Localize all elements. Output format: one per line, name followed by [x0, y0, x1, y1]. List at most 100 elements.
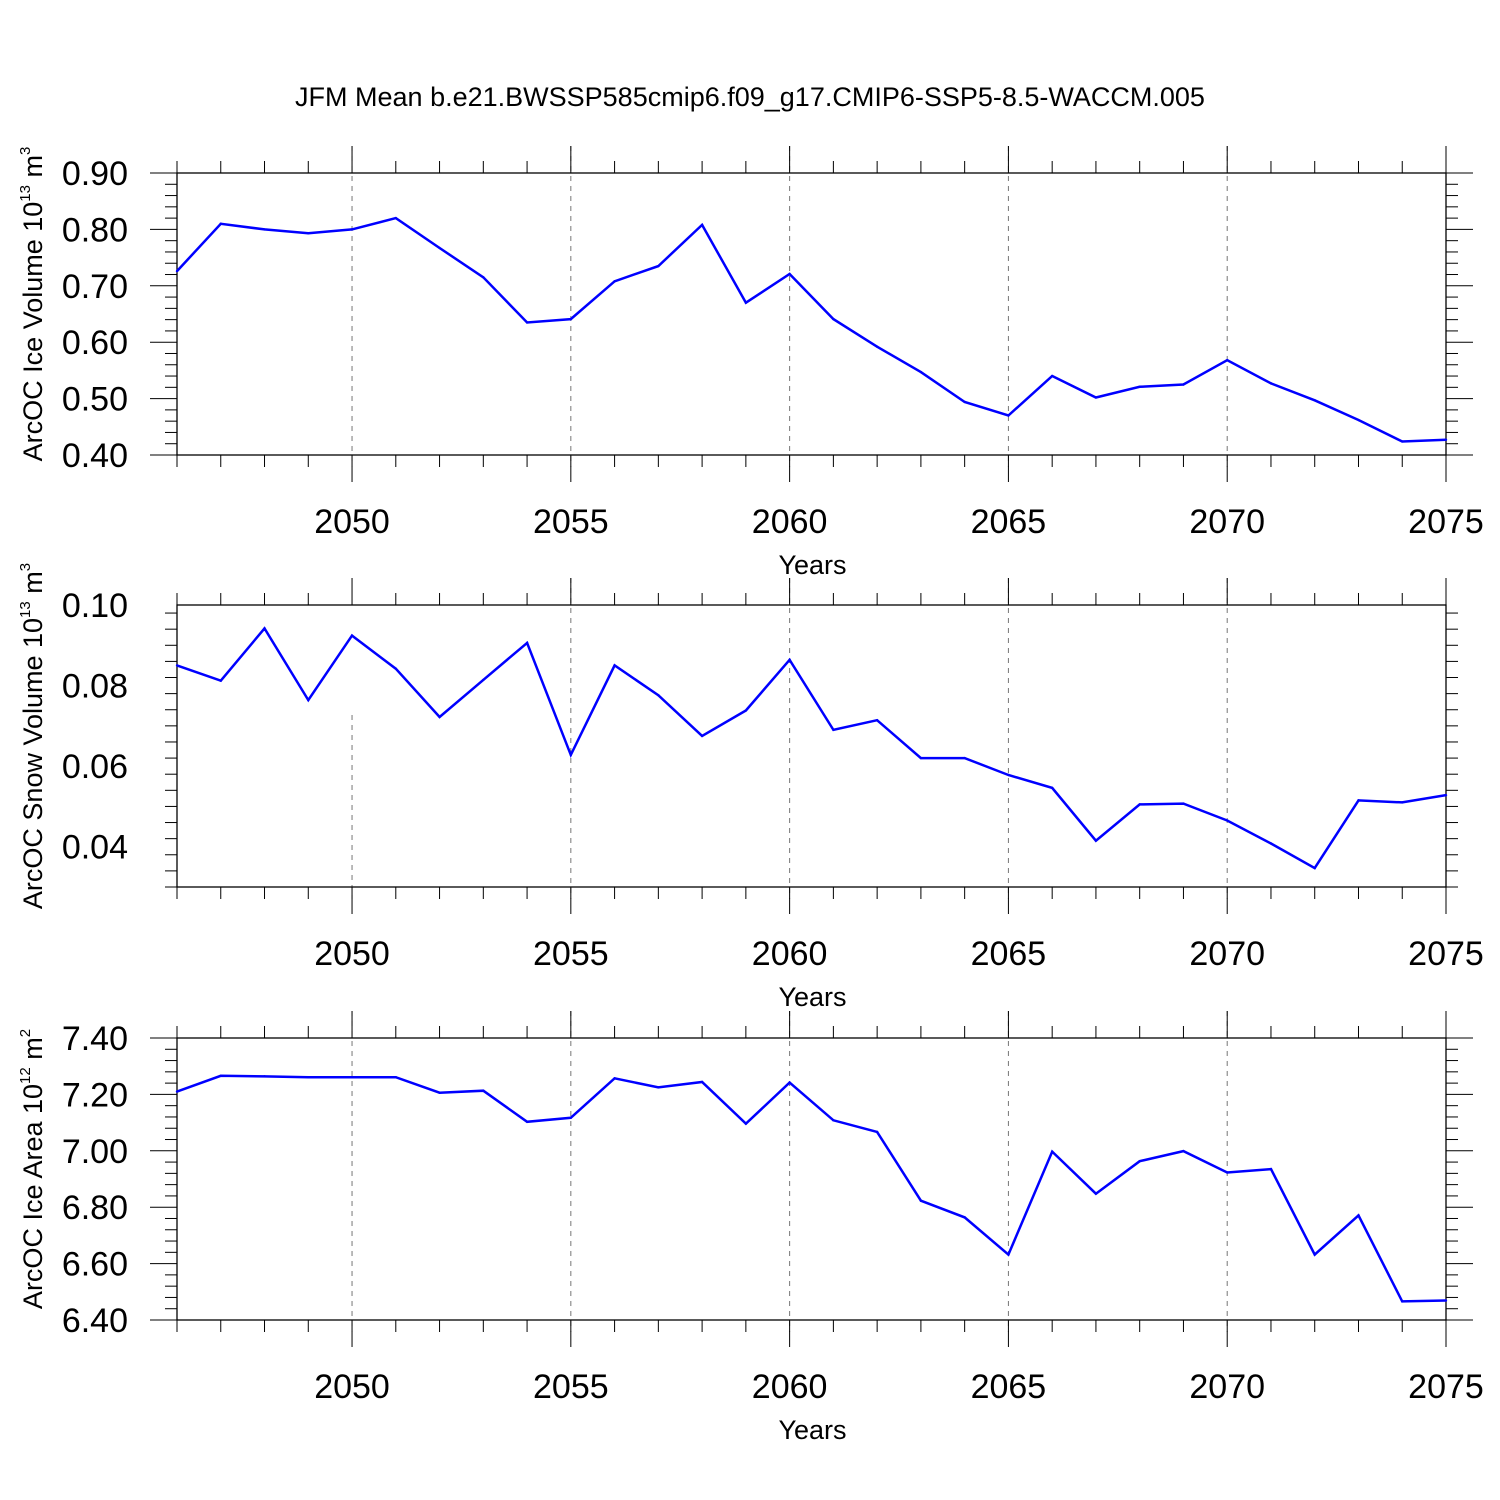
series-line: [176, 1074, 1447, 1303]
data-point: [788, 272, 791, 276]
y-axis-label: ArcOC Snow Volume 1013 m3: [17, 563, 48, 909]
data-point: [875, 719, 879, 722]
data-point: [525, 1120, 529, 1123]
data-point: [350, 228, 354, 231]
data-point: [832, 728, 835, 732]
data-point: [569, 1116, 573, 1120]
y-axis-label: ArcOC Ice Volume 1013 m3: [17, 147, 48, 462]
y-tick-label: 7.00: [62, 1133, 128, 1171]
x-tick-label: 2065: [971, 935, 1047, 973]
series-line: [176, 216, 1447, 443]
x-tick-label: 2065: [971, 503, 1047, 541]
tick-marks: [165, 578, 1458, 914]
data-point: [438, 715, 441, 719]
plot-frame: [176, 604, 1447, 888]
data-point: [1444, 793, 1448, 797]
data-points: [175, 627, 1448, 870]
data-point: [350, 634, 354, 637]
data-point: [1444, 1299, 1448, 1302]
data-point: [1269, 842, 1273, 845]
data-point: [875, 1130, 879, 1134]
data-point: [438, 246, 441, 250]
data-point: [350, 1075, 354, 1079]
y-tick-label: 0.90: [62, 155, 128, 193]
data-point: [394, 216, 397, 220]
x-axis-label: Years: [778, 1415, 846, 1445]
data-point: [744, 301, 748, 304]
x-tick-label: 2070: [1189, 1368, 1265, 1406]
data-points: [175, 1074, 1448, 1303]
x-tick-label: 2075: [1408, 1368, 1484, 1406]
data-point: [175, 269, 179, 273]
panel-3: 2050 2055 2060 2065 2070 2075 6.40 6.60 6.80 7.00…: [17, 1011, 1484, 1445]
data-point: [1182, 383, 1185, 386]
data-point: [1226, 819, 1229, 822]
data-point: [613, 664, 616, 667]
grid-lines: [351, 578, 1228, 899]
data-point: [657, 694, 660, 697]
data-point: [1401, 1300, 1404, 1303]
x-tick-label: 2050: [314, 1368, 390, 1406]
x-tick-label: 2060: [752, 1368, 828, 1406]
y-tick-label: 7.20: [62, 1076, 128, 1114]
data-point: [1226, 359, 1229, 362]
data-point: [394, 1075, 397, 1079]
data-point: [525, 641, 529, 645]
data-point: [1138, 803, 1141, 806]
data-point: [1094, 839, 1098, 842]
y-tick-label: 0.80: [62, 211, 128, 249]
data-point: [1313, 399, 1316, 402]
x-tick-label: 2050: [314, 503, 390, 541]
data-point: [307, 232, 310, 235]
y-tick-label: 0.50: [62, 381, 128, 419]
y-tick-label: 0.08: [62, 668, 128, 706]
x-tick-label: 2055: [533, 503, 609, 541]
x-tick-label: 2050: [314, 935, 390, 973]
data-point: [963, 1216, 966, 1219]
data-point: [1313, 866, 1316, 870]
y-tick-label: 0.10: [62, 587, 128, 625]
y-tick-label: 0.04: [62, 829, 128, 867]
plot-frame: [176, 1037, 1447, 1321]
data-point: [1182, 1149, 1185, 1153]
data-point: [788, 1081, 791, 1084]
data-point: [1007, 773, 1010, 777]
data-point: [438, 1091, 441, 1094]
x-tick-label: 2060: [752, 935, 828, 973]
data-point: [1050, 374, 1054, 378]
data-point: [263, 627, 266, 630]
series-line: [176, 626, 1447, 870]
data-point: [482, 1089, 485, 1092]
data-point: [963, 400, 966, 404]
data-point: [1138, 1160, 1141, 1163]
y-tick-label: 0.40: [62, 437, 128, 475]
data-point: [175, 1090, 179, 1093]
plot-frame: [176, 172, 1447, 456]
y-tick-label: 0.06: [62, 748, 128, 786]
data-point: [613, 1077, 616, 1080]
data-point: [219, 1074, 222, 1077]
data-point: [1444, 438, 1448, 441]
data-point: [219, 222, 222, 225]
data-point: [832, 1119, 835, 1122]
data-point: [525, 321, 529, 324]
data-points: [175, 216, 1448, 443]
data-point: [744, 709, 748, 712]
x-tick-label: 2070: [1189, 935, 1265, 973]
data-point: [1226, 1171, 1229, 1174]
data-point: [1050, 786, 1054, 790]
data-point: [394, 667, 397, 670]
data-point: [744, 1122, 748, 1125]
x-tick-label: 2075: [1408, 935, 1484, 973]
data-point: [307, 698, 310, 702]
y-tick-label: 6.60: [62, 1246, 128, 1284]
panel-2: 2050 2055 2060 2065 2070 2075 0.04 0.06 0.08 0.10…: [17, 563, 1484, 1012]
data-point: [1269, 382, 1273, 385]
data-point: [788, 658, 791, 661]
data-point: [1401, 801, 1404, 804]
data-point: [307, 1075, 310, 1079]
data-point: [219, 679, 222, 682]
data-point: [613, 280, 616, 283]
data-point: [569, 317, 573, 321]
tick-marks: [150, 146, 1473, 482]
